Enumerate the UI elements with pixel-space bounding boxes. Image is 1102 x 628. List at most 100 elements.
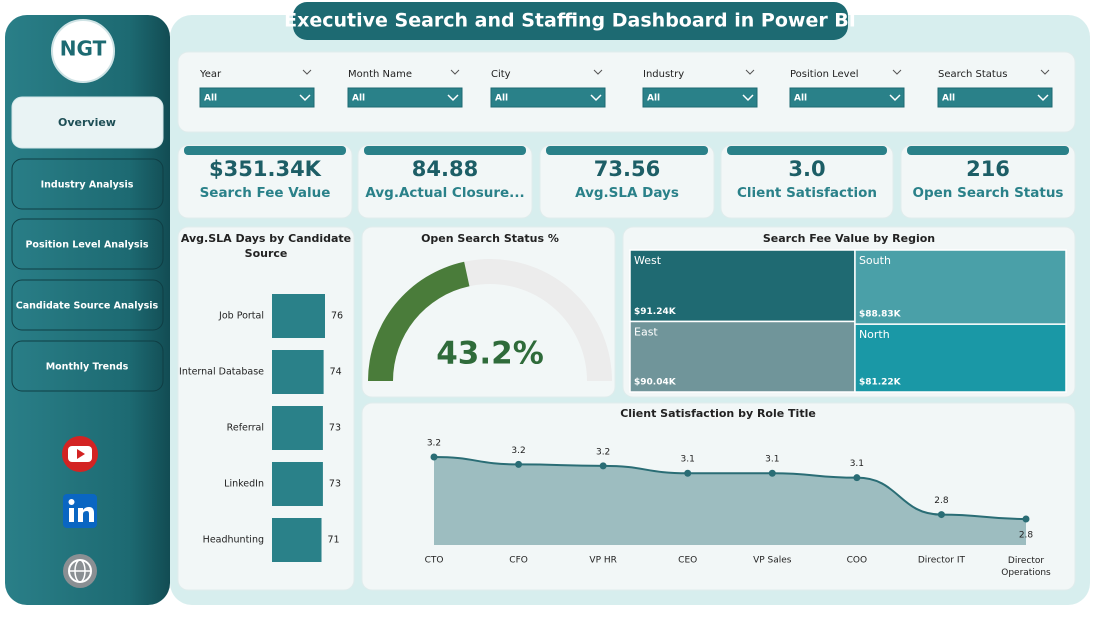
cell-name: South: [859, 254, 891, 267]
filter-dropdown[interactable]: [490, 87, 606, 108]
kpi-card: [720, 144, 894, 219]
gauge-label: 43.2%: [436, 336, 544, 372]
data-label: 76: [331, 311, 343, 322]
point: [1022, 515, 1030, 523]
bar: [272, 350, 324, 394]
kpi-label: Avg.SLA Days: [575, 185, 679, 201]
kpi-label: Open Search Status: [913, 185, 1064, 201]
x-tick-label: VP HR: [589, 556, 616, 566]
point: [599, 462, 607, 470]
linkedin-n: [78, 507, 94, 522]
treemap-cell: [854, 323, 1067, 393]
kpi-value: 84.88: [412, 157, 478, 181]
nav-label: Monthly Trends: [46, 362, 129, 373]
kpi-value: 3.0: [788, 157, 825, 181]
youtube-play: [77, 449, 85, 459]
nav-button[interactable]: [11, 279, 164, 331]
filter-dropdown[interactable]: [937, 87, 1053, 108]
filter-chevron: [450, 69, 460, 75]
kpi-card: [357, 144, 533, 219]
youtube-icon[interactable]: [62, 436, 98, 472]
kpi-card: [900, 144, 1076, 219]
gauge-value: [368, 261, 470, 381]
filter-dropdown[interactable]: [642, 87, 758, 108]
kpi-label: Search Fee Value: [200, 185, 331, 201]
x-tick-label: Director Operations: [1001, 556, 1051, 578]
filter-dropdown[interactable]: [789, 87, 905, 108]
filter-value: All: [794, 94, 807, 104]
kpi-label: Client Satisfaction: [737, 185, 877, 201]
filter-value: All: [942, 94, 955, 104]
x-tick-label: COO: [847, 556, 867, 566]
sidebar: [5, 15, 170, 605]
kpi-value: 73.56: [594, 157, 660, 181]
x-tick-label: CTO: [425, 556, 444, 566]
point: [937, 511, 945, 519]
filter-dropdown[interactable]: [347, 87, 463, 108]
dropdown-chevron: [590, 94, 602, 102]
cell-value: $81.22K: [859, 378, 902, 388]
filter-value: All: [647, 94, 660, 104]
data-label: 2.8: [934, 496, 949, 506]
filter-label: Position Level: [790, 69, 859, 80]
data-label: 3.1: [850, 459, 864, 469]
cell-name: East: [634, 325, 658, 338]
area: [434, 457, 1026, 545]
kpi-tab: [184, 146, 346, 155]
web-icon[interactable]: [63, 554, 97, 588]
bar: [272, 406, 323, 450]
linkedin-icon[interactable]: [63, 494, 97, 528]
dropdown-chevron: [1037, 94, 1049, 102]
x-tick-label: VP Sales: [753, 556, 792, 566]
x-tick-label: Director IT: [918, 556, 966, 566]
nav-button[interactable]: [11, 340, 164, 392]
chart-title: Open Search Status %: [421, 232, 559, 245]
bar: [272, 518, 322, 562]
dashboard-title: Executive Search and Staffing Dashboard …: [284, 10, 856, 32]
kpi-card: [177, 144, 353, 219]
category-label: Referral: [227, 423, 264, 434]
point: [853, 474, 861, 482]
point: [515, 460, 523, 468]
filter-label: Year: [199, 69, 222, 80]
filter-value: All: [352, 94, 365, 104]
kpi-label: Avg.Actual Closure...: [365, 185, 524, 201]
filter-dropdown[interactable]: [199, 87, 315, 108]
data-label: 73: [329, 423, 341, 434]
data-label: 74: [330, 367, 342, 378]
kpi-tab: [546, 146, 708, 155]
filter-chevron: [593, 69, 603, 75]
category-label: Headhunting: [203, 535, 264, 546]
nav-button[interactable]: [11, 218, 164, 270]
treemap-cell: [854, 249, 1067, 325]
kpi-value: 216: [966, 157, 1010, 181]
filter-label: Month Name: [348, 69, 412, 80]
data-label: 3.1: [765, 455, 779, 465]
category-label: Internal Database: [179, 367, 264, 378]
point: [684, 469, 692, 477]
filter-value: All: [204, 94, 217, 104]
dropdown-chevron: [447, 94, 459, 102]
filter-chevron: [1040, 69, 1050, 75]
x-tick-label: CFO: [509, 556, 528, 566]
nav-button[interactable]: [11, 158, 164, 210]
bar: [272, 294, 325, 338]
kpi-tab: [727, 146, 887, 155]
title-banner: [293, 2, 848, 40]
data-label: 73: [329, 479, 341, 490]
nav-button[interactable]: [11, 96, 164, 149]
category-label: LinkedIn: [224, 479, 264, 490]
category-label: Job Portal: [218, 311, 264, 322]
filter-label: Search Status: [938, 69, 1007, 80]
line: [433, 456, 1027, 520]
dropdown-chevron: [889, 94, 901, 102]
filter-chevron: [892, 69, 902, 75]
filter-value: All: [495, 94, 508, 104]
cell-name: North: [859, 328, 890, 341]
nav-label: Candidate Source Analysis: [16, 301, 159, 312]
x-tick-label: CEO: [678, 556, 697, 566]
dropdown-chevron: [742, 94, 754, 102]
cell-value: $90.04K: [634, 378, 677, 388]
treemap-cell: [629, 320, 856, 393]
dropdown-chevron: [299, 94, 311, 102]
